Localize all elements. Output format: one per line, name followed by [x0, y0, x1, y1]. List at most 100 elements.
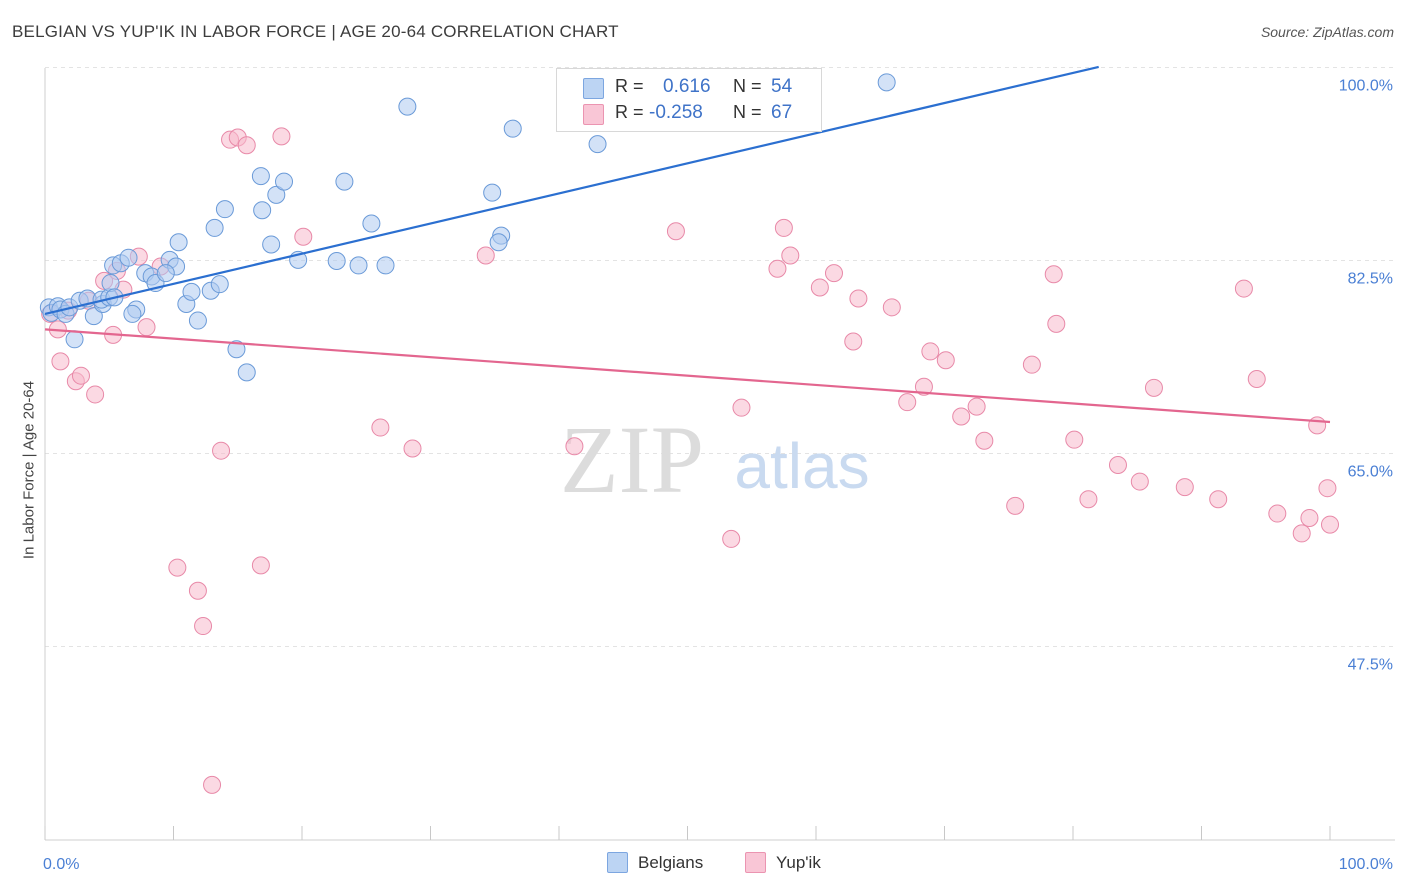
belgian-point [123, 304, 142, 323]
yupik-point [1308, 416, 1327, 435]
yupik-point [51, 352, 70, 371]
belgian-point [267, 185, 286, 204]
belgian-point [188, 311, 207, 330]
legend-item-belgians: Belgians [607, 852, 703, 873]
y-tick-label: 100.0% [1339, 78, 1393, 95]
legend-swatch-yupik [745, 852, 766, 873]
x-tick-label: 100.0% [1339, 856, 1393, 873]
yupik-point [1292, 524, 1311, 543]
belgian-point [119, 248, 138, 267]
yupik-point [849, 289, 868, 308]
gridlines [45, 67, 1395, 648]
belgian-point [210, 275, 229, 294]
legend-swatch-belgians [607, 852, 628, 873]
yupik-point [914, 377, 933, 396]
axes [44, 68, 1395, 841]
yupik-point [824, 264, 843, 283]
belgian-point [349, 256, 368, 275]
trend-lines [44, 65, 1331, 424]
belgian-point [169, 233, 188, 252]
yupik-point [476, 246, 495, 265]
yupik-point [1065, 430, 1084, 449]
y-tick-label: 82.5% [1348, 271, 1393, 288]
legend-r-label: R = [615, 76, 644, 96]
yupik-point [967, 397, 986, 416]
yupik-point [1209, 490, 1228, 509]
yupik-point [168, 558, 187, 577]
yupik-points [41, 127, 1339, 794]
yupik-point [1130, 472, 1149, 491]
yupik-point [1079, 490, 1098, 509]
belgian-point [362, 214, 381, 233]
y-tick-label: 65.0% [1348, 464, 1393, 481]
belgian-point [237, 363, 256, 382]
belgian-point [489, 233, 508, 252]
belgian-point [503, 119, 522, 138]
belgian-point [483, 183, 502, 202]
yupik-point [188, 581, 207, 600]
yupik-point [666, 222, 685, 241]
yupik-point [86, 385, 105, 404]
belgian-point [227, 340, 246, 359]
legend-n-label: N = [733, 76, 762, 96]
yupik-point [921, 342, 940, 361]
legend-r-value: -0.258 [649, 102, 703, 123]
yupik-point [565, 437, 584, 456]
yupik-point [403, 439, 422, 458]
yupik-point [1268, 504, 1287, 523]
yupik-point [1234, 279, 1253, 298]
legend-item-yupik: Yup'ik [745, 852, 821, 873]
watermark-atlas: atlas [734, 430, 869, 502]
yupik-point [1044, 265, 1063, 284]
yupik-point [774, 218, 793, 237]
yupik-point [1318, 479, 1337, 498]
belgian-trend-line [44, 65, 1099, 316]
legend-label-belgians: Belgians [638, 852, 704, 872]
yupik-point [1144, 378, 1163, 397]
legend-swatch-belgians [583, 78, 604, 99]
source-credit: Source: ZipAtlas.com [1260, 24, 1394, 40]
yupik-point [1022, 355, 1041, 374]
yupik-point [844, 332, 863, 351]
yupik-point [1321, 515, 1339, 534]
belgian-point [253, 201, 272, 220]
watermark-zip: ZIP [560, 406, 704, 513]
yupik-point [371, 418, 390, 437]
belgian-point [275, 172, 294, 191]
chart-title: BELGIAN VS YUP'IK IN LABOR FORCE | AGE 2… [12, 22, 619, 41]
stats-legend: R = 0.616 N = 54 R = -0.258 N = 67 [556, 68, 822, 132]
yupik-point [952, 407, 971, 426]
yupik-point [975, 431, 994, 450]
legend-r-label: R = [615, 102, 644, 122]
yupik-point [1175, 478, 1194, 497]
yupik-point [1006, 496, 1025, 515]
belgian-point [327, 252, 346, 270]
yupik-point [781, 246, 800, 265]
belgian-point [877, 73, 896, 92]
legend-n-label: N = [733, 102, 762, 122]
belgian-point [376, 256, 395, 275]
belgian-point [65, 330, 84, 349]
yupik-point [898, 393, 917, 412]
yupik-point [936, 351, 955, 370]
belgian-point [262, 235, 281, 254]
yupik-point [1047, 314, 1066, 333]
yupik-trend-line [44, 328, 1331, 424]
belgian-point [84, 307, 103, 326]
yupik-point [882, 298, 901, 317]
yupik-point [137, 318, 156, 337]
yupik-point [722, 529, 741, 548]
y-tick-label: 47.5% [1348, 657, 1393, 674]
belgian-point [156, 264, 175, 283]
belgian-point [182, 282, 201, 301]
yupik-point [203, 775, 222, 794]
belgian-point [588, 135, 607, 154]
yupik-point [1108, 456, 1127, 475]
yupik-point [194, 617, 213, 636]
yupik-point [272, 127, 291, 146]
yupik-point [732, 398, 751, 417]
tick-labels: 100.0% 82.5% 65.0% 47.5% 0.0% 100.0% [43, 78, 1393, 873]
yupik-point [768, 259, 787, 278]
yupik-point [1247, 370, 1266, 389]
